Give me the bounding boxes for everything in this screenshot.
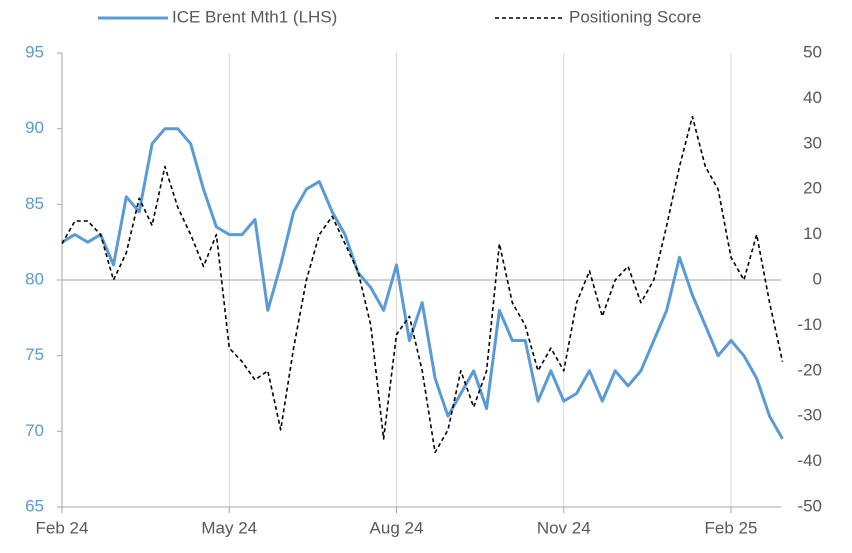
y2-tick-label: 30: [803, 133, 822, 152]
y2-tick-label: -50: [797, 496, 822, 515]
y2-tick-label: -40: [797, 451, 822, 470]
legend-label: ICE Brent Mth1 (LHS): [172, 7, 337, 26]
x-tick-label: Aug 24: [370, 518, 424, 537]
y-tick-label: 70: [25, 421, 44, 440]
x-tick-label: Feb 25: [705, 518, 758, 537]
y-tick-label: 85: [25, 194, 44, 213]
x-tick-label: May 24: [201, 518, 257, 537]
y2-tick-label: 20: [803, 179, 822, 198]
x-tick-label: Nov 24: [537, 518, 591, 537]
y-tick-label: 95: [25, 42, 44, 61]
y2-tick-label: 40: [803, 88, 822, 107]
series-line: [61, 127, 784, 440]
y2-tick-label: -20: [797, 360, 822, 379]
y2-tick-label: -30: [797, 406, 822, 425]
series-line: [61, 115, 784, 454]
x-tick-label: Feb 24: [36, 518, 89, 537]
y-tick-label: 75: [25, 345, 44, 364]
legend-label: Positioning Score: [569, 7, 701, 26]
y2-tick-label: 0: [813, 269, 822, 288]
y-tick-label: 90: [25, 118, 44, 137]
y2-tick-label: 10: [803, 224, 822, 243]
y-tick-label: 65: [25, 496, 44, 515]
y2-tick-label: -10: [797, 315, 822, 334]
y2-tick-label: 50: [803, 42, 822, 61]
y-tick-label: 80: [25, 269, 44, 288]
